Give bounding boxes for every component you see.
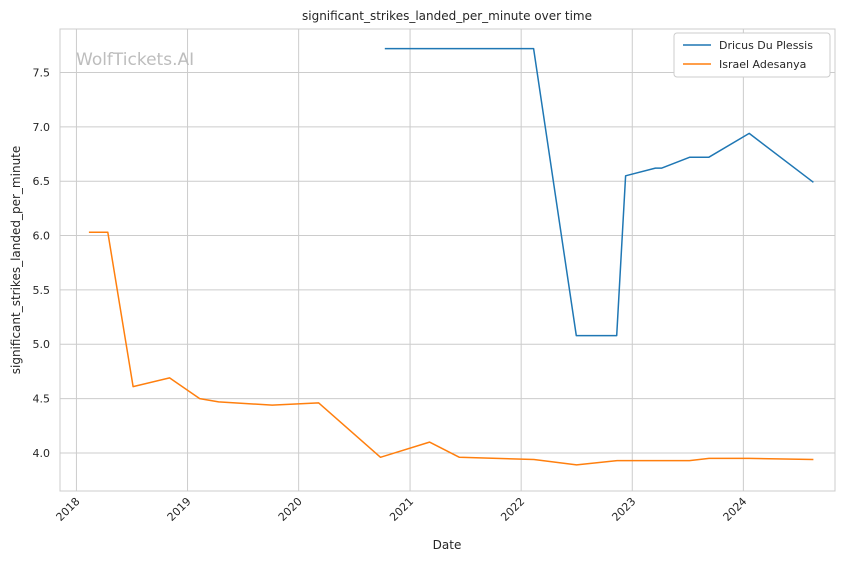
y-tick-label: 7.5: [33, 66, 51, 79]
vertical-gridlines: [75, 29, 744, 491]
legend: Dricus Du Plessis Israel Adesanya: [673, 32, 831, 78]
plot-frame: [59, 28, 836, 492]
y-tick-label: 5.0: [33, 338, 51, 351]
y-tick-label: 6.0: [33, 230, 51, 243]
y-axis-label: significant_strikes_landed_per_minute: [9, 146, 23, 375]
series-lines: [88, 47, 814, 466]
legend-label-adesanya: Israel Adesanya: [719, 58, 806, 71]
horizontal-gridlines: [60, 71, 835, 454]
y-tick-label: 4.5: [33, 393, 51, 406]
y-tick-label: 5.5: [33, 284, 51, 297]
legend-box: [673, 32, 831, 78]
y-tick-label: 6.5: [33, 175, 51, 188]
watermark: WolfTickets.AI: [76, 50, 194, 70]
series-line-1: [88, 231, 814, 466]
legend-label-dricus: Dricus Du Plessis: [719, 39, 813, 52]
y-tick-labels: 4.0 4.5 5.0 5.5 6.0 6.5 7.0 7.5: [33, 66, 51, 459]
series-line-0: [384, 47, 814, 337]
y-tick-label: 7.0: [33, 121, 51, 134]
x-axis-label: Date: [433, 538, 462, 552]
chart-title: significant_strikes_landed_per_minute ov…: [302, 9, 592, 23]
y-tick-label: 4.0: [33, 447, 51, 460]
